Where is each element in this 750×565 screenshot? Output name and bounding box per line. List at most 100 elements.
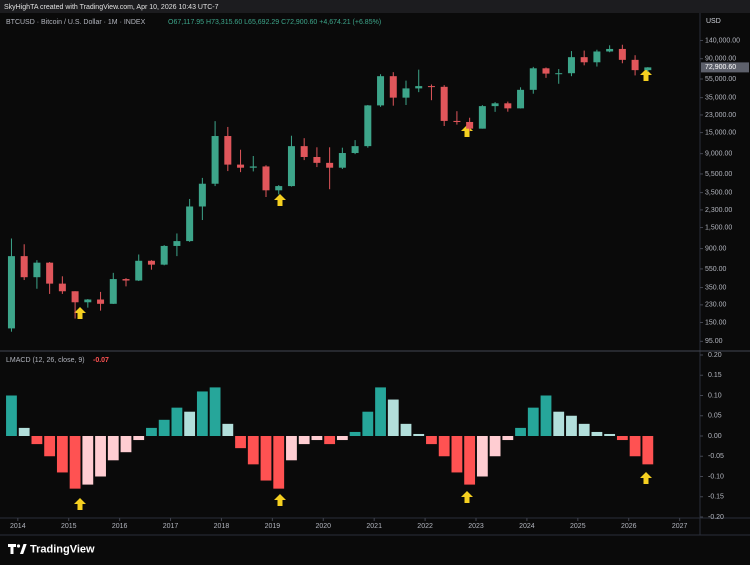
candle-body [287,146,295,187]
y-tick-label: 90,000.00 [705,56,736,63]
candle-body [478,106,486,129]
candle-body [453,120,461,122]
x-tick-label: 2023 [468,523,484,530]
y-tick-label: 2,300.00 [705,207,732,214]
histogram-bar [196,391,208,436]
histogram-bar [82,436,94,485]
histogram-bar [133,436,145,441]
arrow-annotations [74,69,652,510]
candle-body [58,283,66,292]
histogram-bar [235,436,246,449]
candle-body [275,186,283,191]
candle-body [618,48,626,60]
candle-body [389,76,397,98]
y-tick-label: -0.20 [708,514,724,521]
candle-body [109,279,117,304]
histogram-bar [31,436,43,445]
symbol-title: BTCUSD · Bitcoin / U.S. Dollar · 1M · IN… [6,19,146,26]
header-text: SkyHighTA created with TradingView.com, … [4,4,219,11]
candle-body [186,206,194,242]
histogram-bar [616,436,628,441]
candle-body [529,68,537,90]
histogram-bar [209,387,221,436]
histogram-bar [247,436,259,465]
histogram-bar [578,423,590,436]
x-tick-label: 2017 [163,523,179,530]
x-tick-label: 2021 [366,523,382,530]
candle-body [147,260,155,265]
candle-body [440,86,448,121]
x-tick-label: 2015 [61,523,77,530]
candle-body [415,86,423,89]
y-tick-label: 3,500.00 [705,189,732,196]
candle-body [122,279,130,281]
candle-body [606,48,614,52]
histogram-bar [95,436,106,477]
histogram-bar [56,436,68,473]
candle-body [33,262,41,278]
histogram-bar [400,423,412,436]
histogram-bar [527,407,539,436]
y-tick-label: 230.00 [705,302,727,309]
arrow-annotation [640,69,652,81]
candle-body [542,68,550,74]
histogram-bar [324,436,336,445]
histogram-bar [362,411,374,436]
candle-body [555,73,563,75]
candle-body [237,164,245,168]
y-tick-label: -0.10 [708,473,724,480]
histogram-bar [464,436,476,485]
arrow-annotation [461,491,473,503]
histogram-bar [107,436,119,461]
x-tick-label: 2027 [672,523,688,530]
candle-body [377,76,385,106]
candle-body [593,51,601,63]
x-tick-label: 2024 [519,523,535,530]
histogram-bar [566,415,577,436]
x-tick-label: 2014 [10,523,26,530]
footer-logo [8,544,27,554]
candle-body [567,57,575,74]
indicator-title: LMACD (12, 26, close, 9) [6,357,85,364]
y-tick-label: 150.00 [705,319,727,326]
candle-body [300,146,308,157]
candle-body [351,146,359,154]
x-tick-label: 2025 [570,523,586,530]
y-tick-label: 0.20 [708,352,722,359]
logo-icon [16,544,21,548]
x-tick-label: 2026 [621,523,637,530]
x-tick-label: 2022 [417,523,433,530]
y-tick-label: 35,000.00 [705,94,736,101]
y-tick-label: 23,000.00 [705,112,736,119]
y-tick-label: 95.00 [705,338,723,345]
histogram-bar [298,436,310,445]
histogram-bar [502,436,514,441]
candle-body [46,262,54,284]
candle-body [313,156,321,163]
histogram-bar [146,427,157,436]
histogram-bar [553,411,565,436]
last-price-label: 72,900.60 [705,64,736,71]
histogram-bar [44,436,56,457]
arrow-annotation [74,498,86,510]
arrow-annotation [74,307,86,319]
y-tick-label: 0.05 [708,413,722,420]
candle-body [504,103,512,109]
y-tick-label: 1,500.00 [705,224,732,231]
currency-label: USD [706,18,721,25]
candle-body [84,299,92,303]
candle-body [135,260,143,281]
histogram-bar [336,436,348,441]
y-tick-label: 15,000.00 [705,129,736,136]
candle-body [580,57,588,63]
header-bar [0,0,750,13]
histogram-bar [311,436,323,441]
x-tick-label: 2016 [112,523,128,530]
histogram-bar [171,407,183,436]
logo-icon [8,544,16,554]
histogram-bar [18,427,30,436]
histogram-bar [6,395,17,436]
arrow-annotation [274,194,286,206]
y-tick-label: 140,000.00 [705,37,740,44]
